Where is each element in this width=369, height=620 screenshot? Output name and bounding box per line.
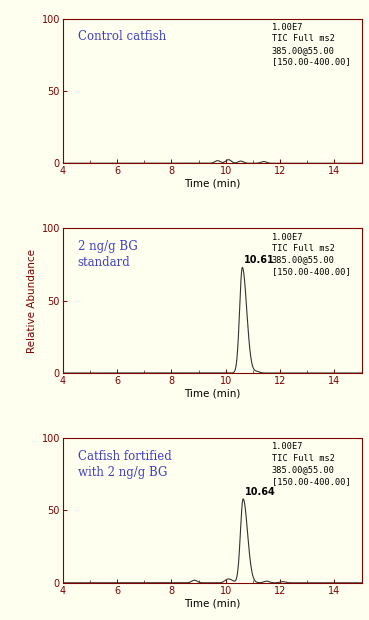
Text: 1.00E7
TIC Full ms2
385.00@55.00
[150.00-400.00]: 1.00E7 TIC Full ms2 385.00@55.00 [150.00… [272, 23, 351, 66]
Text: Control catfish: Control catfish [78, 30, 166, 43]
Y-axis label: Relative Abundance: Relative Abundance [27, 249, 37, 353]
X-axis label: Time (min): Time (min) [184, 389, 240, 399]
Text: 10.61: 10.61 [244, 255, 275, 265]
Text: Catfish fortified
with 2 ng/g BG: Catfish fortified with 2 ng/g BG [78, 450, 172, 479]
X-axis label: Time (min): Time (min) [184, 179, 240, 189]
Text: 2 ng/g BG
standard: 2 ng/g BG standard [78, 240, 137, 269]
Text: 1.00E7
TIC Full ms2
385.00@55.00
[150.00-400.00]: 1.00E7 TIC Full ms2 385.00@55.00 [150.00… [272, 232, 351, 276]
Text: 1.00E7
TIC Full ms2
385.00@55.00
[150.00-400.00]: 1.00E7 TIC Full ms2 385.00@55.00 [150.00… [272, 443, 351, 486]
X-axis label: Time (min): Time (min) [184, 598, 240, 608]
Text: 10.64: 10.64 [245, 487, 275, 497]
